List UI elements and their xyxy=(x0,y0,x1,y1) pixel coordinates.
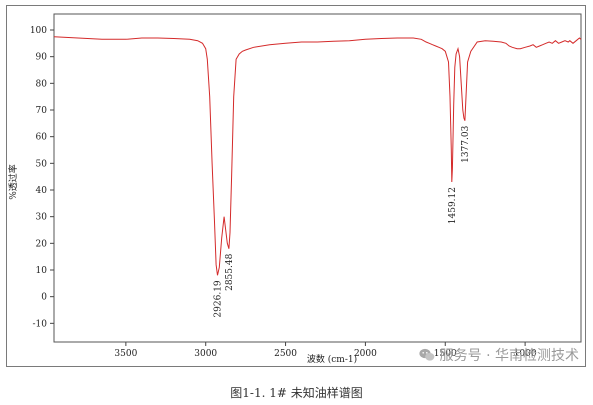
plot-area xyxy=(53,13,582,343)
y-tick-label: 20 xyxy=(36,239,48,249)
x-tick-label: 2500 xyxy=(274,349,297,359)
peak-label: 1459.12 xyxy=(448,187,458,224)
watermark: 服务号 · 华南检测技术 xyxy=(419,345,579,365)
y-tick-label: 30 xyxy=(36,213,48,223)
y-tick-label: -10 xyxy=(33,319,48,329)
y-tick-label: 100 xyxy=(30,26,47,36)
x-tick-label: 2000 xyxy=(354,349,377,359)
y-tick-label: 40 xyxy=(36,186,48,196)
chart-frame: -10 0 10 20 30 40 50 60 70 80 90 100 3500 3000 2500 20… xyxy=(6,5,586,367)
ir-spectrum-chart: -10 0 10 20 30 40 50 60 70 80 90 100 3500 3000 2500 20… xyxy=(7,13,582,365)
y-tick-label: 90 xyxy=(36,53,48,63)
y-tick-label: 70 xyxy=(36,106,48,116)
y-tick-label: 50 xyxy=(36,159,48,169)
peak-label: 2926.19 xyxy=(214,280,224,317)
y-axis-label: %透过率 xyxy=(7,164,19,200)
x-tick-label: 3500 xyxy=(114,349,137,359)
y-tick-label: 80 xyxy=(36,79,48,89)
peak-label: 1377.03 xyxy=(461,125,471,162)
y-tick-label: 10 xyxy=(36,266,48,276)
spectrum-line xyxy=(53,36,582,276)
x-axis-label: 波数 (cm-1) xyxy=(307,353,357,365)
wechat-icon xyxy=(419,348,435,361)
y-tick-label: 60 xyxy=(36,133,48,143)
x-tick-label: 1000 xyxy=(514,349,537,359)
y-tick-label: 0 xyxy=(41,293,47,303)
watermark-text: 服务号 · 华南检测技术 xyxy=(439,348,579,364)
x-tick-label: 1500 xyxy=(434,349,457,359)
x-tick-label: 3000 xyxy=(194,349,217,359)
figure-caption: 图1-1. 1# 未知油样谱图 xyxy=(230,386,363,400)
peak-label: 2855.48 xyxy=(225,253,235,290)
